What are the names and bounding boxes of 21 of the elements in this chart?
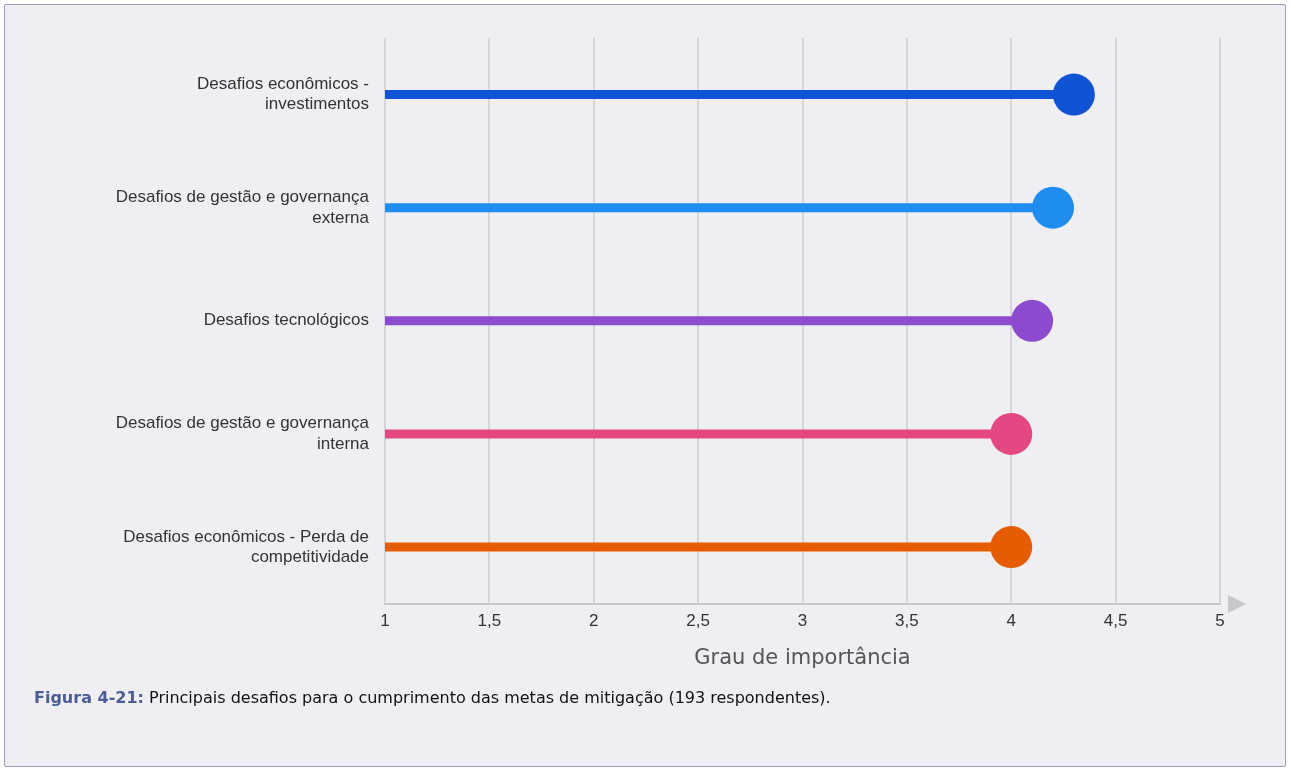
y-tick-label: Desafios tecnológicos: [203, 310, 369, 330]
x-tick-label: 1,5: [477, 611, 502, 631]
x-tick-label: 5: [1215, 611, 1225, 631]
x-tick-label: 4,5: [1103, 611, 1128, 631]
y-tick-label: Desafios de gestão e governança externa: [115, 187, 370, 227]
x-tick-label: 3,5: [895, 611, 919, 631]
x-tick-label: 1: [380, 611, 390, 631]
y-tick-label: Desafios de gestão e governança interna: [115, 413, 370, 453]
point: [1052, 73, 1095, 116]
text: Figura 4-21: Principais desafios para o cumprimento das metas de mitigação (193 respondentes).: [34, 688, 831, 707]
point: [990, 526, 1033, 569]
x-axis-title: Grau de importância: [693, 645, 912, 669]
y-tick-label: Desafios econômicos - Perda de competitividade: [123, 526, 369, 566]
point: [1032, 186, 1074, 229]
x-tick-label: 2: [589, 611, 599, 631]
point: [990, 412, 1033, 455]
x-tick-label: 4: [1006, 611, 1016, 631]
x-tick-label: 2,5: [686, 611, 710, 631]
point: [1011, 299, 1054, 342]
y-tick-label: Desafios econômicos - investimentos: [197, 74, 369, 114]
x-tick-label: 3: [797, 611, 808, 631]
